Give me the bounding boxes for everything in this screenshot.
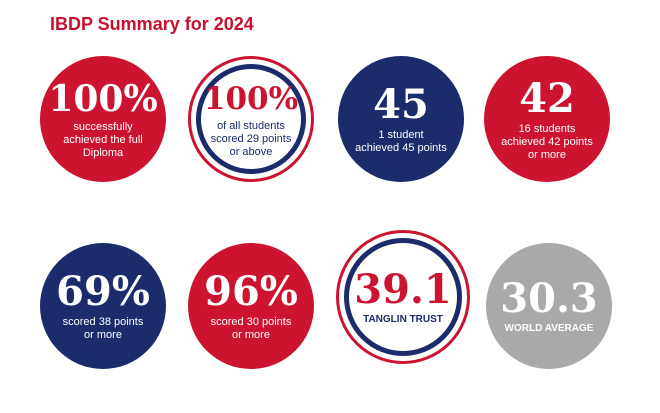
- stat-description: of all students scored 29 points or abov…: [210, 119, 292, 158]
- stat-value: 30.3: [500, 275, 598, 322]
- page-title: IBDP Summary for 2024: [50, 14, 254, 34]
- stat-value: 42: [519, 74, 575, 122]
- inner-ring: [196, 64, 306, 174]
- stat-value: 69%: [56, 268, 150, 315]
- stat-value: 45: [373, 81, 429, 128]
- stat-circle-42-points: 42 16 students achieved 42 points or mor…: [484, 56, 610, 182]
- stat-description: 16 students achieved 42 points or more: [501, 122, 593, 161]
- stat-description: scored 30 points or more: [210, 316, 292, 341]
- inner-ring: [344, 238, 462, 356]
- stat-value: 100%: [48, 77, 158, 120]
- stat-value: 39.1: [354, 266, 452, 313]
- stat-value: 96%: [204, 268, 298, 315]
- stat-description: successfully achieved the full Diploma: [63, 120, 143, 159]
- stat-label: TANGLIN TRUST: [363, 314, 443, 325]
- stat-description: 1 student achieved 45 points: [355, 129, 447, 154]
- stat-circle-45-points: 45 1 student achieved 45 points: [338, 56, 464, 182]
- stat-circle-38-points: 69% scored 38 points or more: [40, 243, 166, 369]
- stat-description: scored 38 points or more: [62, 316, 144, 341]
- stat-circle-tanglin-trust: 39.1 TANGLIN TRUST: [336, 230, 470, 364]
- stat-circle-29-points: 100% of all students scored 29 points or…: [188, 56, 314, 182]
- stat-circle-full-diploma: 100% successfully achieved the full Dipl…: [40, 56, 166, 182]
- stat-value: 100%: [203, 80, 299, 117]
- stat-circle-30-points: 96% scored 30 points or more: [188, 243, 314, 369]
- stat-circle-world-average: 30.3 WORLD AVERAGE: [486, 243, 612, 369]
- stat-label: WORLD AVERAGE: [504, 323, 594, 334]
